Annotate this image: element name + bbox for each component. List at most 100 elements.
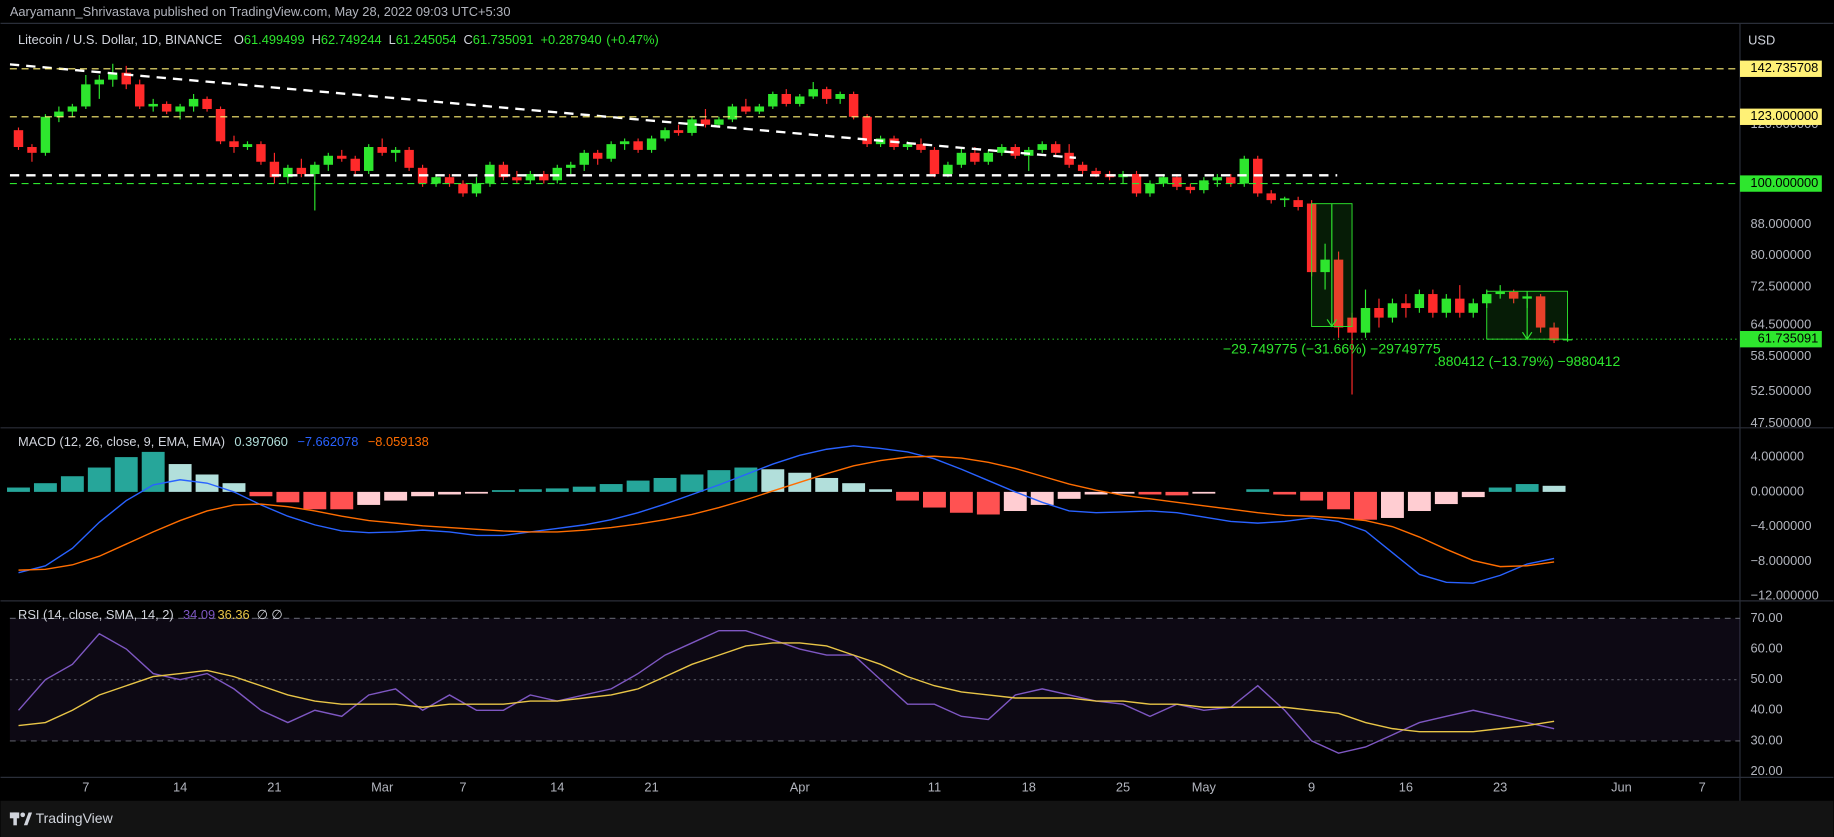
candle-body [714,119,724,125]
x-tick-label: 14 [173,779,187,794]
histogram-bar [222,483,246,492]
x-tick-label: 9 [1308,779,1315,794]
y-tick-label: 58.500000 [1750,348,1811,363]
candle-body [67,106,78,112]
level-label: 123.000000 [1750,108,1818,123]
histogram-bar [411,491,435,497]
histogram-bar [734,467,758,492]
indicator-line [17,629,1555,754]
histogram-bar [626,480,650,492]
legend-change-pct: (+0.47%) [606,32,658,47]
candle-body [363,147,374,171]
candle-body [902,144,913,148]
legend-value: 61.245054 [396,32,457,47]
candle-body [512,177,522,181]
histogram-bar [976,491,1000,515]
candle-body [848,94,859,117]
candle-body [741,106,751,112]
histogram-bar [276,491,300,503]
candle-body [1266,193,1276,201]
histogram-bar [1246,489,1270,492]
x-tick-label: 7 [1699,779,1706,794]
legend-value: −8.059138 [368,434,429,449]
candle-body [687,119,697,133]
candle-body [215,109,226,142]
candle-body [229,141,239,148]
candle-body [1037,144,1047,150]
candle-body [296,167,307,175]
candle-body [781,94,791,104]
x-tick-label: May [1192,779,1217,794]
candle-body [579,152,589,165]
candle-body [1077,164,1088,171]
candle-body [202,98,212,110]
histogram-bar [707,470,731,492]
candle-body [13,130,24,148]
candle-body [188,98,199,107]
y-tick-label: 72.500000 [1750,279,1811,294]
candle-body [727,106,738,120]
candle-body [1360,307,1371,333]
candle-body [108,72,118,80]
histogram-bar [87,467,111,492]
candle-body [310,164,320,175]
x-tick-label: Mar [371,779,394,794]
y-tick-label: 60.00 [1750,640,1782,655]
candle-body [862,116,872,145]
candle-body [754,106,765,112]
candle-body [1428,294,1438,313]
legend-extra: ∅ ∅ [257,607,283,622]
histogram-bar [438,491,461,495]
histogram-bar [60,476,84,492]
legend-title: MACD (12, 26, close, 9, EMA, EMA) [18,434,225,449]
footer-bar [0,800,1834,837]
level-label: 100.000000 [1750,175,1818,190]
candle-body [700,119,711,125]
x-tick-label: 16 [1399,779,1413,794]
candle-body [1508,291,1519,299]
legend: RSI (14, close, SMA, 14, 2) 34.09 36.36 ∅ ∅ [18,607,283,622]
candle-body [269,161,280,178]
candle-body [1495,291,1505,295]
candle-body [1468,303,1478,313]
y-tick-label: 40.00 [1750,702,1782,717]
candle-body [283,167,293,178]
candle-body [1549,327,1559,341]
candle-body [377,147,387,153]
candle-body [1158,177,1169,184]
histogram-bar [1542,485,1566,492]
brand-logo [9,812,33,826]
histogram-bar [896,491,919,501]
histogram-bar [1165,491,1189,496]
histogram-bar [842,483,866,492]
publisher: Aaryamann_Shrivastava published on Tradi… [10,4,511,19]
histogram-bar [1327,491,1351,510]
histogram-bar [491,490,515,492]
measure-label: .880412 (−13.79%) −9880412 [1434,353,1620,369]
histogram-bar [7,487,30,492]
histogram-bar [114,457,138,492]
x-tick-label: Apr [790,779,811,794]
histogram-bar [249,491,273,497]
legend-value: 36.36 [218,607,250,622]
candle-body [539,174,549,181]
x-tick-label: 21 [267,779,281,794]
candle-body [795,96,805,104]
level-box [1739,108,1822,125]
histogram-bar [33,483,57,492]
histogram-bar [653,477,677,492]
candle-body [94,79,105,85]
legend-value: 0.397060 [234,434,288,449]
histogram-bar [869,489,893,492]
brand: TradingView [36,810,114,826]
x-tick-label: 7 [82,779,89,794]
candle-body [619,141,630,145]
y-tick-label: 50.00 [1750,671,1782,686]
indicator-line [18,642,1555,733]
level-box [1739,175,1822,192]
histogram-bar [357,491,381,505]
x-tick-label: 11 [928,779,941,794]
candle-body [821,89,832,99]
candle-body [525,174,536,181]
legend-value: 34.09 [183,607,215,622]
